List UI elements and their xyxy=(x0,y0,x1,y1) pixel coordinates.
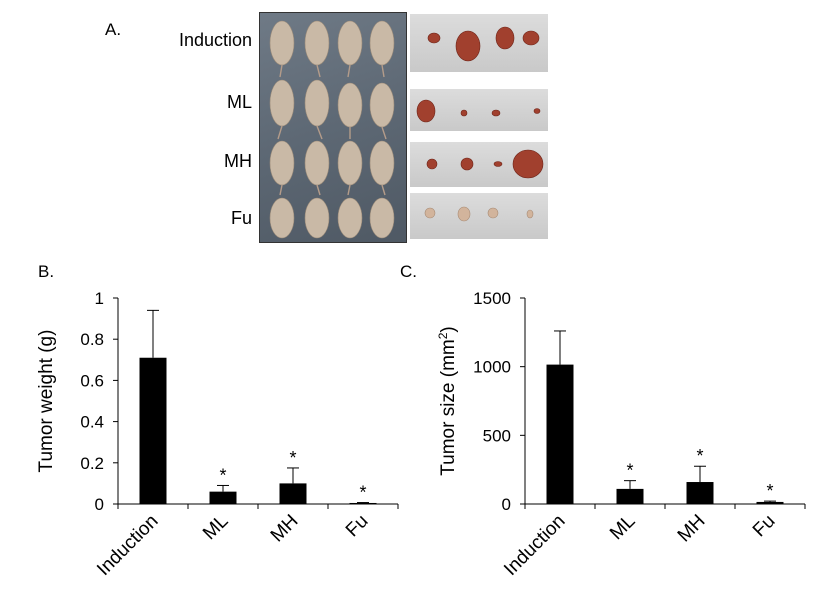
tumor-weight-chart: 0 0.2 0.4 0.6 0.8 1 Induction * ML * MH * Fu Tumor we… xyxy=(36,289,399,580)
size-y-tick-label: 1500 xyxy=(473,289,511,308)
tumor-illustration-mh xyxy=(426,149,544,179)
size-bar-fu xyxy=(756,501,784,504)
size-y-tick-label: 500 xyxy=(483,426,511,445)
weight-y-tick-label: 0.6 xyxy=(80,371,104,390)
size-category-label: Fu xyxy=(749,511,780,542)
group-label-mh: MH xyxy=(224,151,252,171)
weight-bar-fu xyxy=(349,502,377,504)
panel-a-label: A. xyxy=(105,20,122,39)
group-label-ml: ML xyxy=(226,92,252,112)
weight-y-tick-label: 1 xyxy=(95,289,104,308)
panel-c-label: C. xyxy=(400,262,417,281)
size-y-axis-label: Tumor size (mm2) xyxy=(436,326,459,476)
mice-illustration xyxy=(269,20,395,239)
weight-significance-star: * xyxy=(289,448,296,468)
weight-y-tick-label: 0.8 xyxy=(80,330,104,349)
weight-category-label: Fu xyxy=(342,511,373,542)
weight-significance-star: * xyxy=(219,465,226,485)
group-label-induction: Induction xyxy=(178,30,252,50)
mice-photo xyxy=(259,12,407,243)
tumor-photo-ml xyxy=(410,89,548,131)
size-y-tick-label: 1000 xyxy=(473,358,511,377)
size-significance-star: * xyxy=(696,446,703,466)
weight-y-tick-label: 0.4 xyxy=(80,413,104,432)
weight-significance-star: * xyxy=(359,483,366,503)
weight-bar-ml xyxy=(209,491,237,504)
size-significance-star: * xyxy=(626,461,633,481)
size-category-label: ML xyxy=(606,511,640,545)
size-y-tick-label: 0 xyxy=(502,495,511,514)
weight-bar-mh xyxy=(279,483,307,504)
size-bar-ml xyxy=(616,488,644,504)
weight-bar-induction xyxy=(139,357,167,504)
weight-category-label: ML xyxy=(199,511,233,545)
size-bar-induction xyxy=(546,364,574,504)
size-bar-mh xyxy=(686,482,714,504)
weight-y-axis-label: Tumor weight (g) xyxy=(36,330,57,473)
group-label-fu: Fu xyxy=(230,208,252,228)
tumor-illustration-ml xyxy=(416,99,541,123)
weight-y-tick-label: 0 xyxy=(95,495,104,514)
tumor-illustration-fu xyxy=(424,206,534,222)
weight-category-label: Induction xyxy=(93,511,162,580)
weight-y-tick-label: 0.2 xyxy=(80,454,104,473)
tumor-photo-fu xyxy=(410,193,548,239)
tumor-photo-induction xyxy=(410,14,548,72)
panel-b-label: B. xyxy=(38,262,55,281)
tumor-photo-mh xyxy=(410,142,548,187)
tumor-size-chart: 0 500 1000 1500 Induction * ML * MH * Fu Tumor size… xyxy=(436,289,806,580)
size-category-label: Induction xyxy=(500,511,569,580)
weight-category-label: MH xyxy=(267,511,303,547)
tumor-illustration-induction xyxy=(427,26,540,62)
size-category-label: MH xyxy=(674,511,710,547)
size-significance-star: * xyxy=(766,481,773,501)
